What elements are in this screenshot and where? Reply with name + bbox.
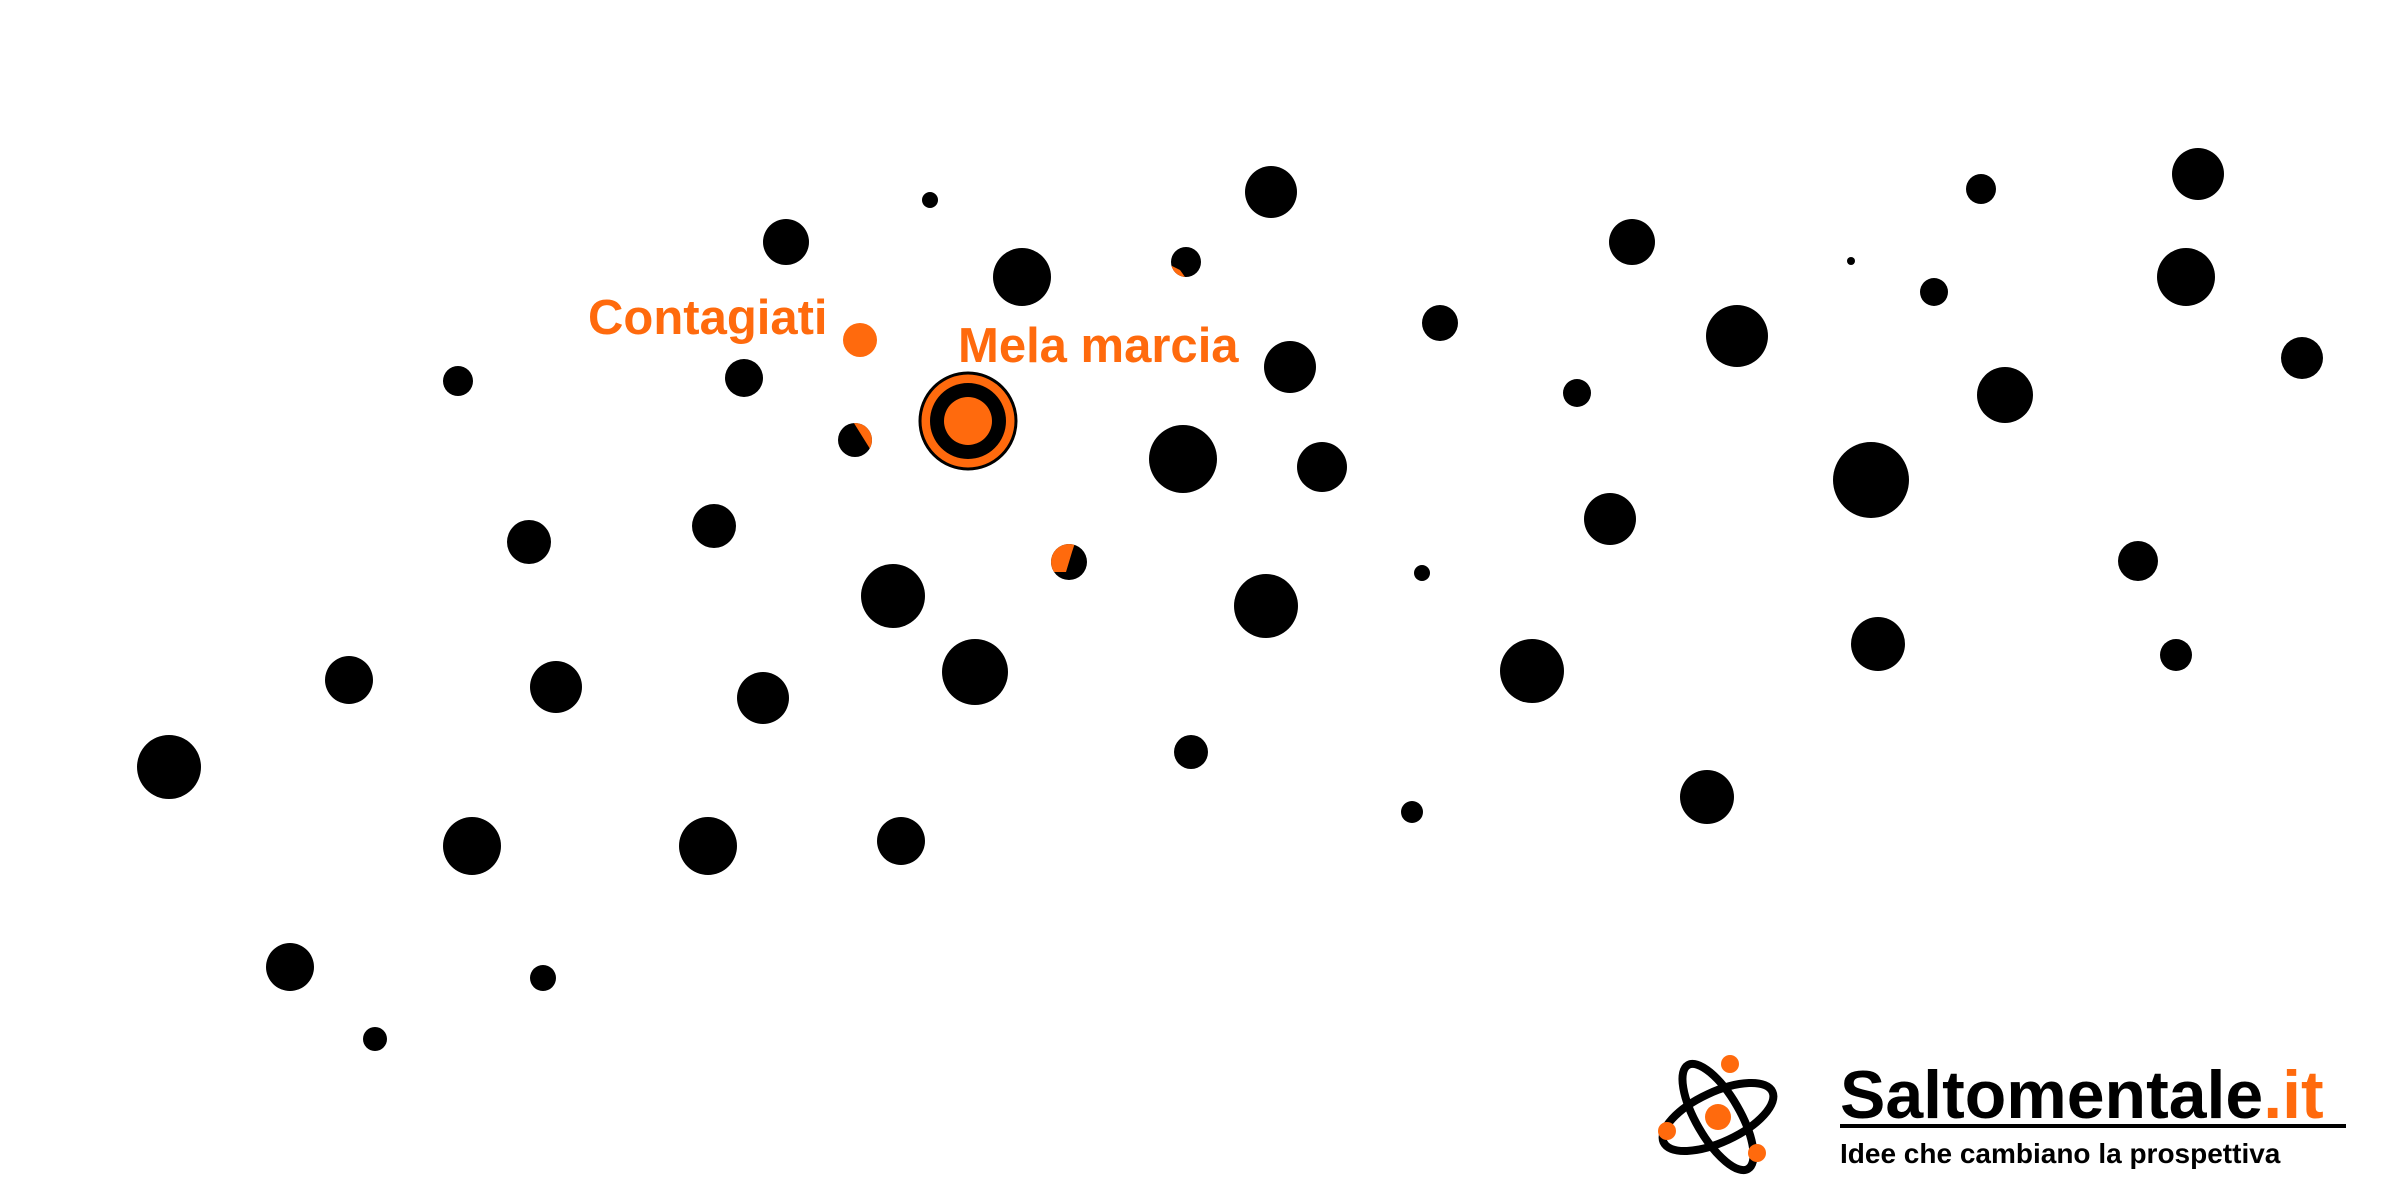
dot bbox=[679, 817, 737, 875]
partial-dot-wedge bbox=[852, 423, 872, 452]
bullseye-dot-icon bbox=[918, 371, 1018, 471]
dot bbox=[1174, 735, 1208, 769]
brand-name: Saltomentale.it bbox=[1840, 1057, 2324, 1133]
dot bbox=[325, 656, 373, 704]
dot bbox=[942, 639, 1008, 705]
dot bbox=[507, 520, 551, 564]
brand-name-suffix: .it bbox=[2263, 1057, 2323, 1133]
brand-underline bbox=[1840, 1124, 2346, 1128]
dot bbox=[877, 817, 925, 865]
partial-dot-wedge bbox=[1171, 260, 1190, 277]
atom-icon bbox=[1658, 1055, 1778, 1175]
dot bbox=[1297, 442, 1347, 492]
infected-dot bbox=[843, 323, 877, 357]
label-contagiati: Contagiati bbox=[588, 291, 828, 345]
partially-infected-dot-icon bbox=[838, 423, 872, 457]
dot bbox=[1245, 166, 1297, 218]
dot bbox=[1609, 219, 1655, 265]
dot bbox=[1977, 367, 2033, 423]
brand-tagline: Idee che cambiano la prospettiva bbox=[1840, 1138, 2281, 1169]
dot bbox=[861, 564, 925, 628]
dot bbox=[737, 672, 789, 724]
dot bbox=[1563, 379, 1591, 407]
dot bbox=[1833, 442, 1909, 518]
brand-logo: Saltomentale.it Idee che cambiano la pro… bbox=[1658, 1055, 2346, 1175]
dot bbox=[1414, 565, 1430, 581]
bullseye-core bbox=[944, 397, 992, 445]
dot bbox=[2281, 337, 2323, 379]
dot bbox=[1401, 801, 1423, 823]
label-mela-marcia: Mela marcia bbox=[958, 319, 1239, 373]
dot bbox=[1234, 574, 1298, 638]
dot bbox=[443, 817, 501, 875]
dot bbox=[725, 359, 763, 397]
dot bbox=[363, 1027, 387, 1051]
dot bbox=[1706, 305, 1768, 367]
dot bbox=[1851, 617, 1905, 671]
dot bbox=[763, 219, 809, 265]
partially-infected-dot-icon bbox=[1171, 247, 1201, 277]
dot bbox=[1500, 639, 1564, 703]
dot bbox=[266, 943, 314, 991]
dot bbox=[530, 661, 582, 713]
dot bbox=[443, 366, 473, 396]
dot bbox=[1847, 257, 1855, 265]
dot bbox=[1920, 278, 1948, 306]
dot bbox=[2118, 541, 2158, 581]
dot bbox=[1264, 341, 1316, 393]
dot bbox=[2157, 248, 2215, 306]
partially-infected-dot-icon bbox=[1051, 544, 1087, 580]
dot bbox=[1680, 770, 1734, 824]
dot bbox=[2160, 639, 2192, 671]
dot bbox=[1422, 305, 1458, 341]
dot bbox=[137, 735, 201, 799]
dot bbox=[922, 192, 938, 208]
dot bbox=[993, 248, 1051, 306]
dot bbox=[530, 965, 556, 991]
dot bbox=[1966, 174, 1996, 204]
dot bbox=[692, 504, 736, 548]
dot bbox=[1149, 425, 1217, 493]
population-dots bbox=[137, 148, 2323, 1051]
brand-name-main: Saltomentale bbox=[1840, 1057, 2263, 1133]
dot bbox=[1584, 493, 1636, 545]
dot bbox=[2172, 148, 2224, 200]
